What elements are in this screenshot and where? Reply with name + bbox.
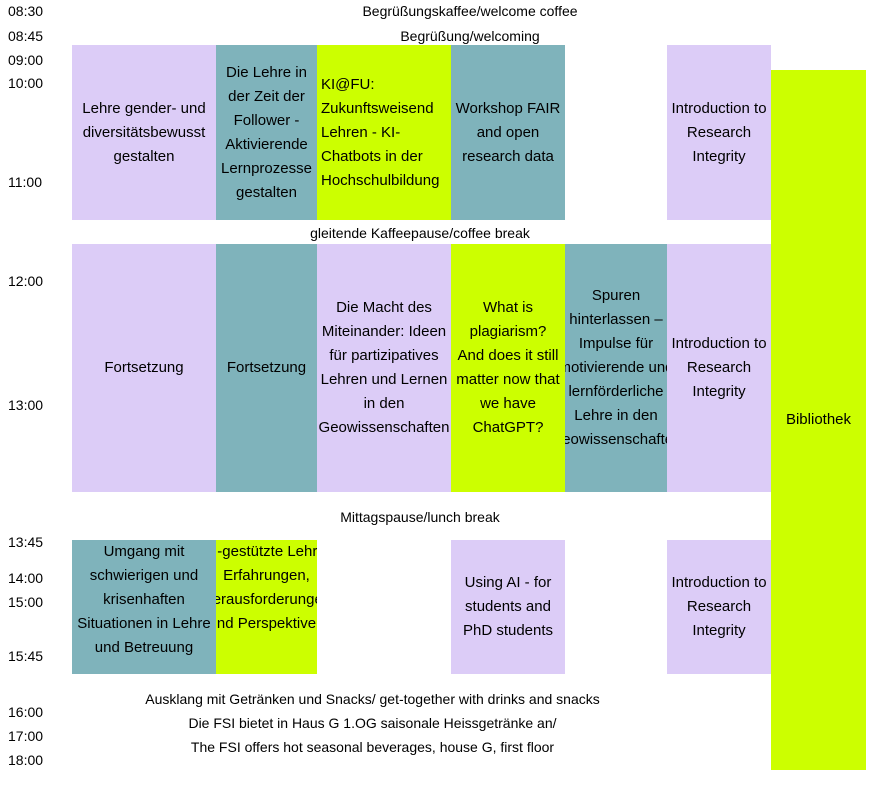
time-label: 13:45 — [8, 534, 44, 550]
session-ki-fu-chatbots[interactable]: KI@FU: Zukunftsweisend Lehren - KI-Chatb… — [317, 45, 451, 220]
lunch-break-banner: Mittagspause/lunch break — [340, 509, 500, 525]
session-ki-gestuetzte-lehre[interactable]: KI-gestützte Lehre: Erfahrungen, Herausf… — [216, 540, 317, 674]
session-title: KI@FU: Zukunftsweisend Lehren - KI-Chatb… — [321, 75, 440, 189]
session-title: Introduction to Research Integrity — [671, 99, 767, 165]
session-title: Using AI - for students and PhD students — [462, 574, 554, 639]
session-title: Introduction to Research Integrity — [671, 335, 767, 400]
time-label: 13:00 — [8, 397, 44, 413]
session-title: Bibliothek — [785, 411, 852, 428]
coffee-break-banner: gleitende Kaffeepause/coffee break — [310, 225, 530, 241]
library-session[interactable]: Bibliothek — [771, 70, 866, 770]
session-using-ai[interactable]: Using AI - for students and PhD students — [451, 540, 565, 674]
welcome-coffee-banner: Begrüßungskaffee/welcome coffee — [362, 3, 578, 19]
session-title: Spuren hinterlassen – Impulse für motivi… — [565, 287, 667, 448]
session-fair-open-data[interactable]: Workshop FAIR and open research data — [451, 45, 565, 220]
session-continuation-gender[interactable]: Fortsetzung — [72, 244, 216, 492]
session-gender-diversity[interactable]: Lehre gender- und diversitätsbewusst ges… — [72, 45, 216, 220]
time-label: 09:00 — [8, 52, 44, 68]
session-continuation-follower[interactable]: Fortsetzung — [216, 244, 317, 492]
session-title: Die Macht des Miteinander: Ideen für par… — [318, 299, 450, 436]
closing-line-2: Die FSI bietet in Haus G 1.OG saisonale … — [188, 715, 557, 731]
session-title: Workshop FAIR and open research data — [455, 99, 561, 165]
session-title: KI-gestützte Lehre: Erfahrungen, Herausf… — [216, 543, 317, 632]
time-label: 12:00 — [8, 273, 44, 289]
time-label: 14:00 — [8, 570, 44, 586]
session-title: Fortsetzung — [226, 359, 307, 376]
welcoming-banner: Begrüßung/welcoming — [400, 28, 540, 44]
session-research-integrity-morning[interactable]: Introduction to Research Integrity — [667, 45, 771, 220]
session-spuren-hinterlassen[interactable]: Spuren hinterlassen – Impulse für motivi… — [565, 244, 667, 492]
time-label: 15:00 — [8, 594, 44, 610]
time-label: 17:00 — [8, 728, 44, 744]
session-title: Introduction to Research Integrity — [671, 574, 767, 639]
session-research-integrity-afternoon[interactable]: Introduction to Research Integrity — [667, 540, 771, 674]
closing-line-3: The FSI offers hot seasonal beverages, h… — [190, 739, 555, 755]
session-title: Fortsetzung — [104, 359, 184, 376]
session-macht-des-miteinander[interactable]: Die Macht des Miteinander: Ideen für par… — [317, 244, 451, 492]
session-follower-teaching[interactable]: Die Lehre in der Zeit der Follower - Akt… — [216, 45, 317, 220]
time-label: 16:00 — [8, 704, 44, 720]
session-title: Die Lehre in der Zeit der Follower - Akt… — [221, 63, 312, 201]
time-label: 18:00 — [8, 752, 44, 768]
time-label: 08:30 — [8, 3, 44, 19]
session-difficult-situations[interactable]: Umgang mit schwierigen und krisenhaften … — [72, 540, 216, 674]
session-title: What is plagiarism? And does it still ma… — [456, 299, 560, 436]
session-research-integrity-midday[interactable]: Introduction to Research Integrity — [667, 244, 771, 492]
session-plagiarism-chatgpt[interactable]: What is plagiarism? And does it still ma… — [451, 244, 565, 492]
session-title: Lehre gender- und diversitätsbewusst ges… — [82, 99, 206, 165]
session-title: Umgang mit schwierigen und krisenhaften … — [77, 543, 211, 656]
closing-line-1: Ausklang mit Getränken und Snacks/ get-t… — [145, 691, 600, 707]
time-label: 15:45 — [8, 648, 44, 664]
time-label: 10:00 — [8, 75, 44, 91]
time-label: 08:45 — [8, 28, 44, 44]
time-label: 11:00 — [8, 174, 42, 190]
